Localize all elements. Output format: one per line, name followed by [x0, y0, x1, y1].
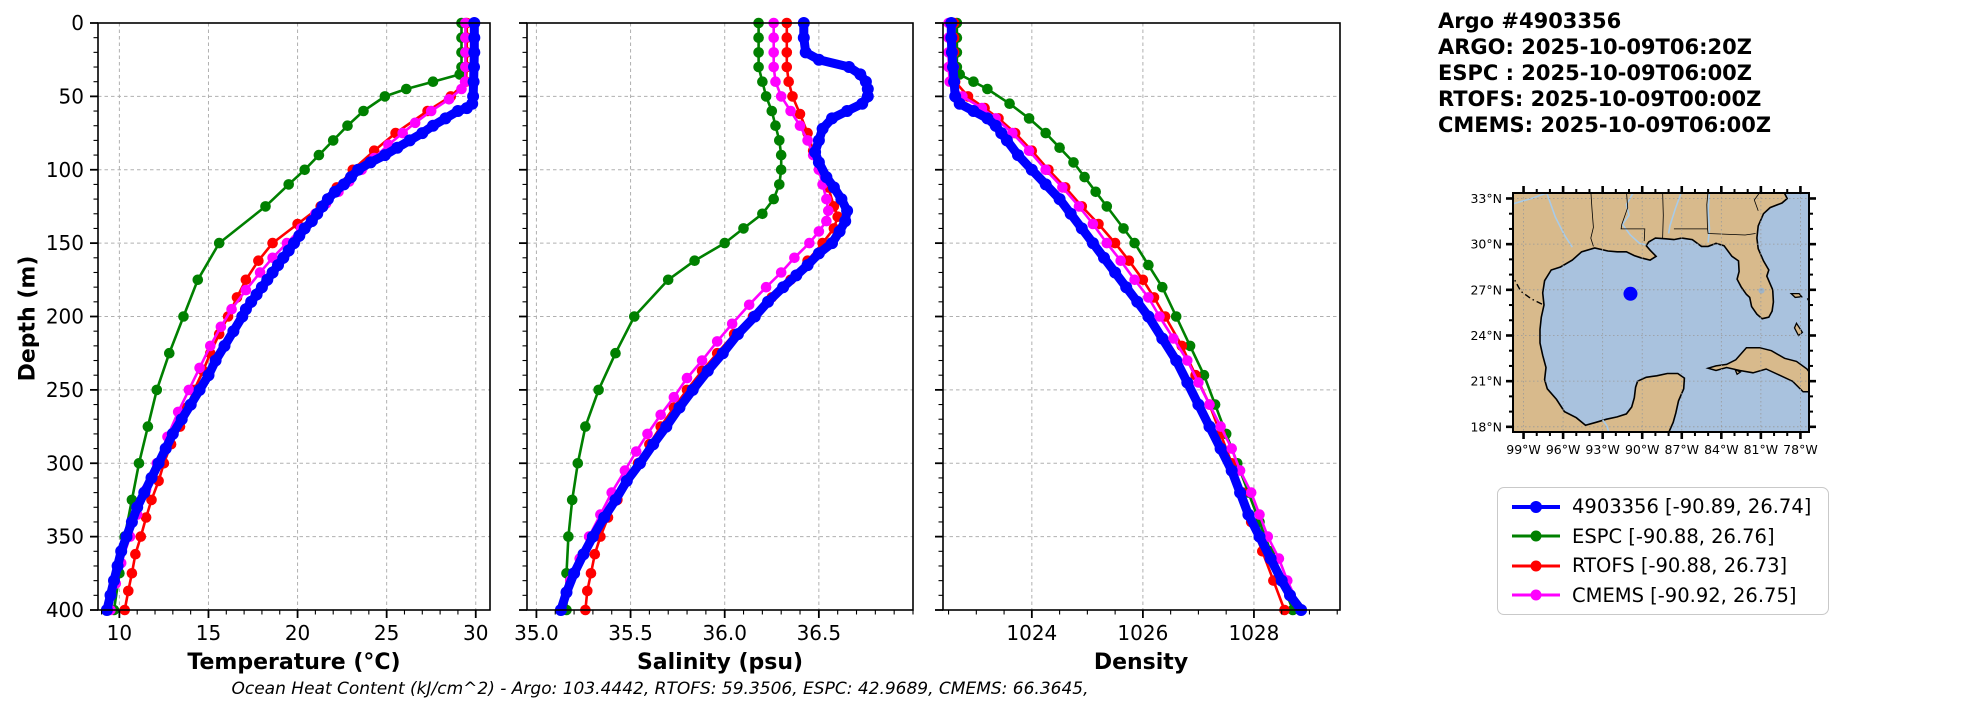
axis-ticks	[90, 22, 477, 618]
svg-text:400: 400	[46, 598, 84, 622]
map-river-3	[1667, 193, 1682, 234]
svg-text:35.0: 35.0	[514, 621, 559, 645]
svg-text:250: 250	[46, 378, 84, 402]
legend-line-sample-rtofs	[1512, 560, 1560, 572]
svg-text:78°W: 78°W	[1783, 442, 1818, 457]
series-4903356	[945, 17, 1308, 616]
svg-text:50: 50	[59, 84, 84, 108]
map-river-5	[1602, 419, 1610, 432]
svg-text:100: 100	[46, 158, 84, 182]
title-espc-time: ESPC : 2025-10-09T06:00Z	[1438, 61, 1753, 85]
map-graticule	[1513, 193, 1809, 432]
legend-label-espc: ESPC [-90.88, 26.76]	[1572, 524, 1775, 548]
legend-entry-argo: 4903356 [-90.89, 26.74]	[1498, 493, 1828, 520]
title-rtofs-time: RTOFS: 2025-10-09T00:00Z	[1438, 87, 1762, 111]
svg-text:18°N: 18°N	[1470, 419, 1502, 434]
legend-entry-rtofs: RTOFS [-90.88, 26.73]	[1498, 552, 1828, 579]
svg-text:35.5: 35.5	[608, 621, 653, 645]
map-river-1	[1545, 193, 1573, 248]
svg-text:87°W: 87°W	[1665, 442, 1700, 457]
series-ESPC	[561, 17, 787, 616]
axis-ticks	[935, 22, 1338, 618]
legend-label-rtofs: RTOFS [-90.88, 26.73]	[1572, 554, 1788, 578]
legend-line-sample-argo	[1512, 500, 1560, 513]
map-island-0	[1789, 292, 1803, 299]
grid	[943, 22, 1340, 611]
svg-text:84°W: 84°W	[1704, 442, 1739, 457]
svg-text:36.0: 36.0	[702, 621, 747, 645]
title-argo-id: Argo #4903356	[1438, 9, 1622, 33]
svg-text:30: 30	[463, 621, 488, 645]
svg-text:27°N: 27°N	[1470, 282, 1502, 297]
title-cmems-time: CMEMS: 2025-10-09T06:00Z	[1438, 113, 1772, 137]
map-state-border-0	[1590, 193, 1594, 247]
svg-text:1026: 1026	[1117, 621, 1168, 645]
legend-entry-espc: ESPC [-90.88, 26.76]	[1498, 523, 1828, 550]
series-ESPC	[108, 17, 467, 616]
map-state-border-2	[1662, 193, 1664, 239]
tick-labels: 35.0 35.5 36.0 36.5	[514, 621, 841, 645]
svg-text:90°W: 90°W	[1625, 442, 1660, 457]
map-state-border-3	[1673, 193, 1709, 230]
svg-text:96°W: 96°W	[1546, 442, 1581, 457]
svg-text:1028: 1028	[1228, 621, 1279, 645]
map-river-2	[1621, 193, 1647, 246]
svg-text:33°N: 33°N	[1470, 191, 1502, 206]
svg-text:24°N: 24°N	[1470, 328, 1502, 343]
legend-label-argo: 4903356 [-90.89, 26.74]	[1572, 495, 1812, 519]
map-land-cuba	[1705, 346, 1809, 393]
map-state-border-4	[1707, 228, 1756, 236]
svg-text:350: 350	[46, 525, 84, 549]
svg-text:15: 15	[196, 621, 221, 645]
svg-text:300: 300	[46, 451, 84, 475]
svg-text:25: 25	[374, 621, 399, 645]
svg-text:1024: 1024	[1006, 621, 1057, 645]
map-ticks	[1506, 186, 1816, 439]
map-land-north-america	[1513, 193, 1789, 432]
legend: 4903356 [-90.89, 26.74] ESPC [-90.88, 26…	[1497, 487, 1829, 615]
legend-label-cmems: CMEMS [-90.92, 26.75]	[1572, 583, 1797, 607]
svg-text:21°N: 21°N	[1470, 374, 1502, 389]
svg-text:10: 10	[107, 621, 132, 645]
axis-ticks	[519, 22, 914, 618]
depth-axis-label: Depth (m)	[15, 255, 41, 382]
map-us-mexico-border	[1513, 275, 1545, 306]
map-frame	[1512, 192, 1810, 433]
map-lake-okeechobee	[1758, 287, 1765, 294]
gulf-of-mexico-map: 33°N 30°N 27°N 24°N 21°N 18°N 99°W 96°W 93°W 90°W…	[1470, 186, 1818, 457]
tick-labels: 1024 1026 1028	[1006, 621, 1279, 645]
legend-entry-cmems: CMEMS [-90.92, 26.75]	[1498, 582, 1828, 609]
title-block: Argo #4903356 ARGO: 2025-10-09T06:20Z ES…	[1438, 8, 1771, 138]
svg-text:36.5: 36.5	[797, 621, 842, 645]
svg-text:0: 0	[71, 11, 84, 35]
map-island-3	[1733, 368, 1742, 376]
svg-text:200: 200	[46, 305, 84, 329]
panel-density: 1024 1026 1028	[935, 17, 1341, 645]
svg-text:150: 150	[46, 231, 84, 255]
panel-salinity-psu-: 35.0 35.5 36.0 36.5	[514, 17, 914, 645]
svg-text:93°W: 93°W	[1585, 442, 1620, 457]
title-argo-time: ARGO: 2025-10-09T06:20Z	[1438, 35, 1752, 59]
svg-text:81°W: 81°W	[1744, 442, 1779, 457]
map-state-border-1	[1620, 193, 1646, 242]
series-4903356	[554, 17, 874, 616]
svg-text:20: 20	[285, 621, 310, 645]
temperature-axis-label: Temperature (°C)	[187, 650, 401, 675]
series-4903356	[100, 17, 481, 616]
ocean-heat-content-note: Ocean Heat Content (kJ/cm^2) - Argo: 103…	[231, 679, 1089, 699]
svg-text:99°W: 99°W	[1506, 442, 1541, 457]
density-axis-label: Density	[1093, 650, 1189, 675]
salinity-axis-label: Salinity (psu)	[636, 650, 804, 675]
legend-line-sample-espc	[1512, 530, 1560, 542]
legend-line-sample-cmems	[1512, 589, 1560, 601]
map-float-marker	[1623, 286, 1638, 301]
svg-text:30°N: 30°N	[1470, 237, 1502, 252]
map-tick-labels: 33°N 30°N 27°N 24°N 21°N 18°N 99°W 96°W 93°W 90°W…	[1470, 191, 1817, 457]
map-river-4	[1707, 193, 1711, 243]
